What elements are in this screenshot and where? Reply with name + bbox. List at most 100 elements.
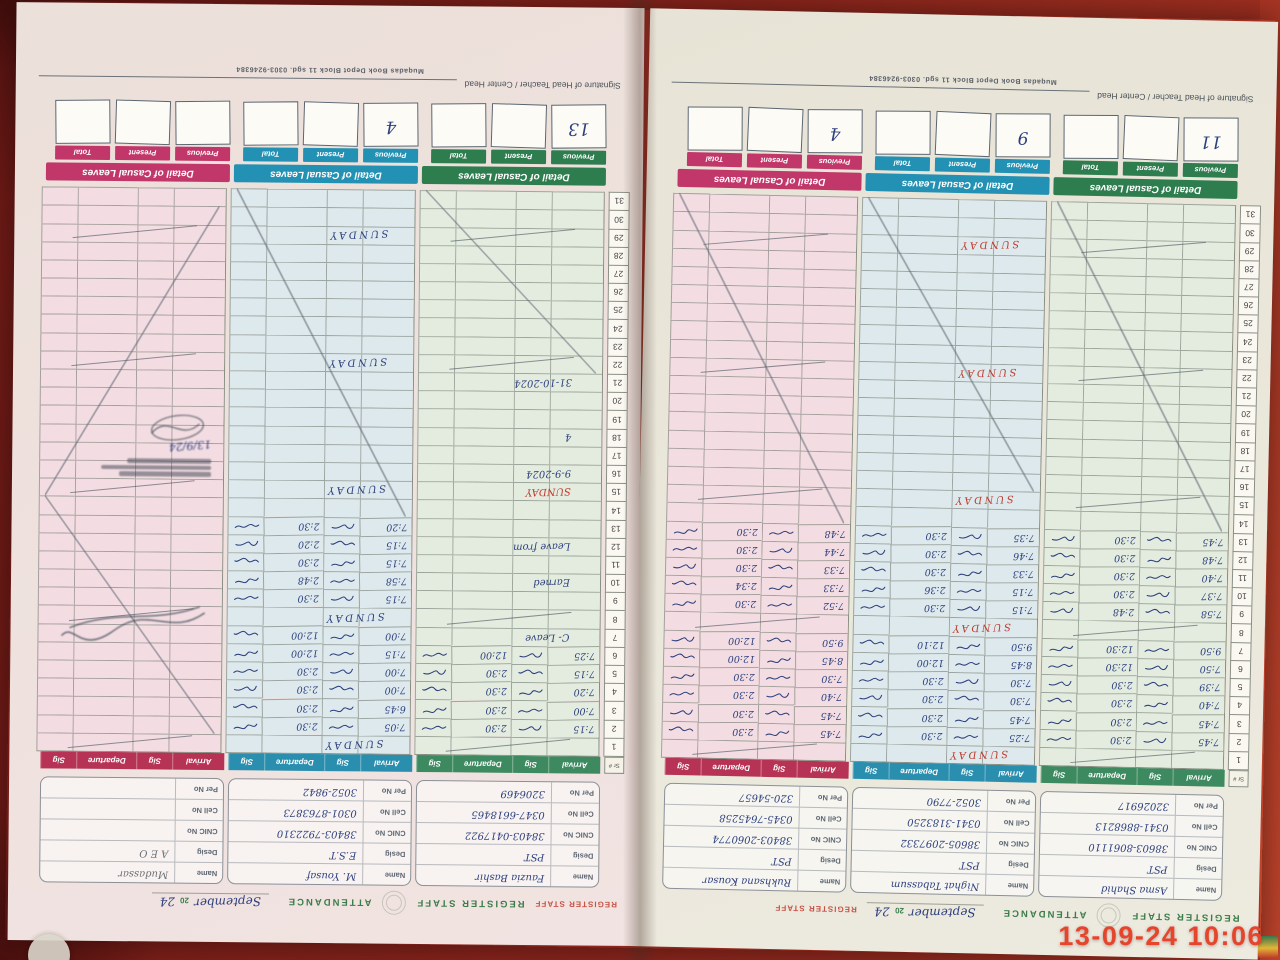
day-cell: 7:39 xyxy=(1172,677,1225,696)
staff-info-block: Name Fauzia Bashir Desig PST CNIC No 38403-04… xyxy=(415,779,601,888)
info-field-value xyxy=(41,777,175,798)
info-field-row: CNIC No 38403-2060774 xyxy=(664,824,847,850)
day-cell xyxy=(77,186,138,206)
info-field-row: Cell No 0341-8868213 xyxy=(1040,811,1223,837)
day-cell xyxy=(853,578,890,598)
info-field-label: Desig xyxy=(550,845,599,866)
sr-number: 8 xyxy=(604,610,625,629)
day-cell xyxy=(948,635,985,655)
day-cell xyxy=(416,499,453,518)
day-cell xyxy=(1138,585,1175,605)
day-cell xyxy=(513,372,551,392)
day-cell xyxy=(415,572,453,591)
leaves-label-previous: Previous xyxy=(551,150,607,165)
day-cell: 2:30 xyxy=(262,588,323,608)
stamp-text-bar xyxy=(127,458,212,464)
leaves-value-box-total xyxy=(687,106,743,151)
day-cell: 7:00 xyxy=(357,662,411,682)
casual-leaves-banner: Detail of Casual Leaves xyxy=(677,169,862,192)
sr-number: 28 xyxy=(608,246,629,265)
signature-scribble xyxy=(1142,696,1168,708)
staff-info-row: Name Fauzia Bashir Desig PST CNIC No 38403-04… xyxy=(21,776,624,888)
leaves-value-box-total xyxy=(243,101,299,146)
day-cell xyxy=(511,572,549,592)
day-cell: 7:33 xyxy=(797,559,850,579)
sr-number: 17 xyxy=(1234,459,1255,479)
sr-number: 7 xyxy=(604,628,625,647)
leaves-label-present: Present xyxy=(303,148,359,163)
leaves-column-labels: Previous Present Total xyxy=(866,156,1051,175)
sr-number: 16 xyxy=(1233,478,1255,497)
spacer xyxy=(1241,118,1263,199)
signature-scribble xyxy=(1050,530,1076,542)
day-cell xyxy=(452,481,513,501)
day-cell xyxy=(416,517,453,537)
sr-number: 27 xyxy=(1238,278,1259,297)
signature-scribble xyxy=(1143,677,1169,689)
day-cell: 7:52 xyxy=(796,596,849,615)
signature-scribble xyxy=(764,705,790,717)
day-cell xyxy=(548,464,602,483)
column-header-sig: Sig xyxy=(512,755,549,774)
sr-number: 14 xyxy=(1232,514,1254,534)
day-cell xyxy=(855,506,892,526)
day-cell xyxy=(451,590,512,610)
signature-scribble xyxy=(953,710,979,722)
day-cell: 7:15 xyxy=(985,582,1038,601)
signature-scribble xyxy=(668,703,694,715)
signature-scribble xyxy=(1046,712,1072,724)
day-cell xyxy=(662,647,700,667)
signature-scribble xyxy=(767,560,793,572)
casual-leaves-row: Detail of Casual Leaves Previous Present To… xyxy=(28,99,631,186)
leaves-value-box-total xyxy=(1063,114,1119,160)
leaves-value-box-previous: 9 xyxy=(995,113,1051,158)
signature-scribble xyxy=(767,542,793,554)
signature-scribble xyxy=(667,722,694,734)
day-cell xyxy=(951,508,988,528)
signature-scribble xyxy=(1047,639,1074,652)
day-cell: 12:00 xyxy=(699,630,760,650)
day-cell: 7:15 xyxy=(546,664,600,684)
casual-leaves-banner: Detail of Casual Leaves xyxy=(421,166,606,186)
spacer xyxy=(603,782,624,888)
handwritten-month-line: September 20 24 xyxy=(151,892,269,910)
day-cell: 7:45 xyxy=(1171,731,1224,751)
signature-scribble xyxy=(668,685,694,697)
day-cell xyxy=(453,408,514,428)
day-cell: 2:30 xyxy=(697,703,758,722)
signature-scribble xyxy=(671,576,697,588)
day-cell xyxy=(949,599,986,619)
sr-number: 22 xyxy=(1236,368,1257,388)
day-cell: 2:30 xyxy=(700,594,761,613)
info-field-value: 38403-0417922 xyxy=(464,829,545,842)
info-field-label: Cell No xyxy=(550,803,599,824)
info-field-value: 0301-8763873 xyxy=(283,806,357,819)
day-cell xyxy=(987,490,1040,511)
info-field-label: Name xyxy=(550,866,599,887)
day-cell: 7:15 xyxy=(358,589,411,609)
leaves-label-total: Total xyxy=(431,149,487,164)
info-field-label: CNIC No xyxy=(1173,836,1223,858)
day-cell: 2:30 xyxy=(1078,566,1140,585)
info-field-label: CNIC No xyxy=(550,824,599,845)
register-page-left: REGISTER STAFF ATTENDANCE September 20 24 REG… xyxy=(629,8,1279,960)
day-cell: 9:50 xyxy=(1173,640,1226,660)
signature-scribble xyxy=(672,522,698,534)
day-cell: 2:30 xyxy=(1078,584,1139,603)
day-cell: 7:45 xyxy=(1171,713,1224,733)
info-field-value: 32026917 xyxy=(1117,799,1170,812)
signature-scribble xyxy=(233,535,259,546)
leaves-value-box-total xyxy=(875,110,931,156)
signature-scribble xyxy=(1143,641,1170,653)
day-cell xyxy=(662,665,699,685)
day-cell xyxy=(513,445,550,465)
info-field-row: Desig A E O xyxy=(40,839,223,863)
day-cell xyxy=(510,718,547,738)
column-header-departure: Departure xyxy=(452,755,513,773)
sr-number: 20 xyxy=(606,392,627,411)
sr-number-column: 1 2 3 4 5 6 7 8 9 10 11 12 13 14 15 16 17 18 19 20 21 22 23 24 2… xyxy=(603,191,630,757)
signature-scribble xyxy=(232,681,258,692)
column-header-sig: Sig xyxy=(1040,765,1077,784)
day-cell xyxy=(512,536,549,556)
signature-scribble xyxy=(517,702,543,713)
